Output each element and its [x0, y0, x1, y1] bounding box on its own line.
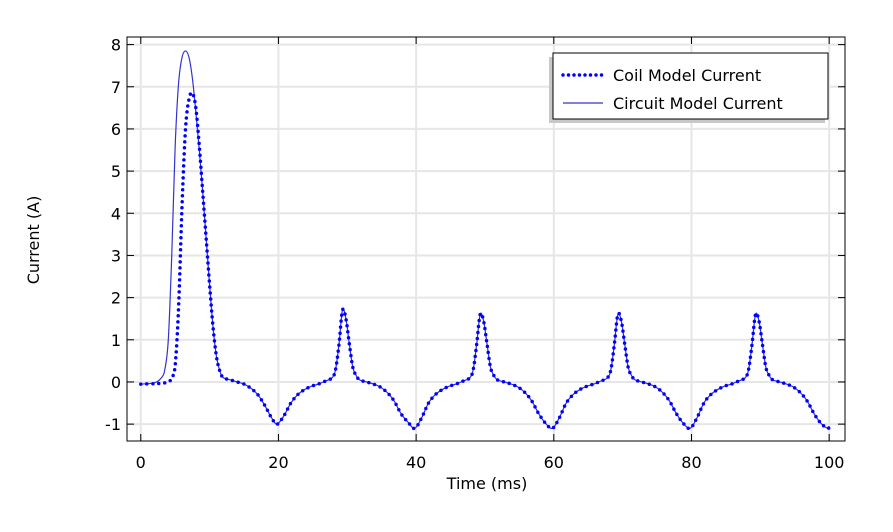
- grid: [127, 37, 845, 441]
- y-tick-label: 2: [111, 289, 121, 308]
- x-tick-label: 60: [544, 453, 564, 472]
- x-tick-label: 40: [406, 453, 426, 472]
- y-axis-label: Current (A): [24, 196, 43, 285]
- legend-label-circuit: Circuit Model Current: [613, 94, 783, 113]
- series-layer: [139, 50, 831, 431]
- y-tick-label: -1: [105, 415, 121, 434]
- y-tick-label: 7: [111, 78, 121, 97]
- y-tick-label: 0: [111, 373, 121, 392]
- legend-label-coil: Coil Model Current: [613, 66, 761, 85]
- series-coil-model-current: [139, 90, 831, 431]
- y-tick-label: 8: [111, 36, 121, 55]
- y-tick-label: 4: [111, 204, 121, 223]
- plot-frame: [126, 36, 846, 442]
- y-tick-label: 3: [111, 246, 121, 265]
- x-tick-label: 100: [814, 453, 845, 472]
- x-tick-label: 20: [268, 453, 288, 472]
- x-tick-label: 0: [136, 453, 146, 472]
- y-tick-label: 6: [111, 120, 121, 139]
- x-axis-label: Time (ms): [446, 474, 528, 493]
- axis-ticks: 0 20 40 60 80 100 -1 0 1 2 3 4 5 6 7 8: [105, 36, 845, 472]
- y-tick-label: 5: [111, 162, 121, 181]
- y-tick-label: 1: [111, 331, 121, 350]
- x-tick-label: 80: [681, 453, 701, 472]
- legend-box: [552, 52, 829, 120]
- legend: Coil Model Current Circuit Model Current: [549, 52, 829, 123]
